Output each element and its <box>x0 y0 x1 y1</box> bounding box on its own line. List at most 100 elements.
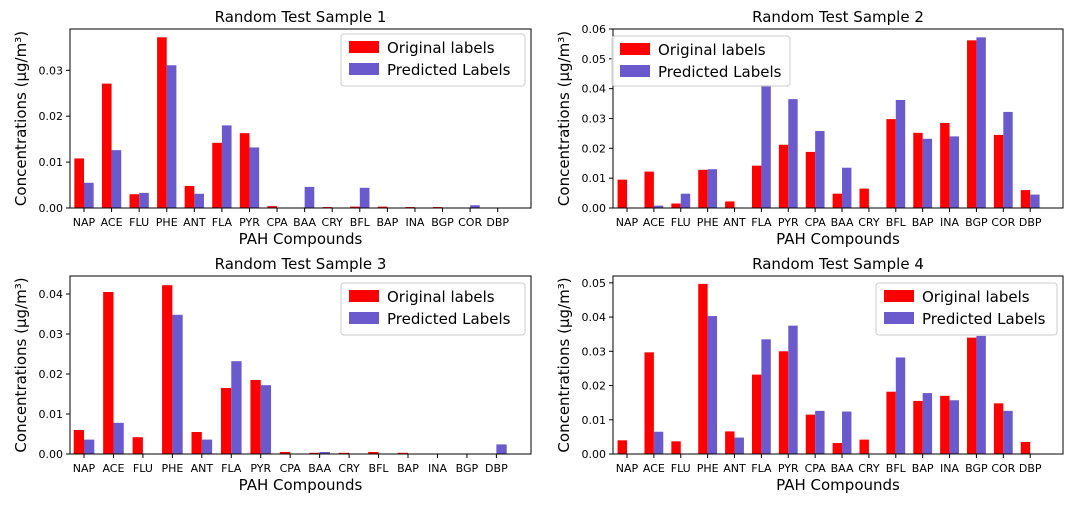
legend-swatch-predicted <box>349 312 379 324</box>
x-tick-label-dbp: DBP <box>1019 462 1042 475</box>
x-tick-label-flu: FLU <box>671 216 691 229</box>
legend-swatch-original <box>884 290 914 302</box>
bar-original-baa <box>832 443 843 454</box>
bar-predicted-ant <box>201 439 213 454</box>
plot-frame <box>612 275 1064 455</box>
x-tick-label-cry: CRY <box>322 216 344 229</box>
chart-title: Random Test Sample 3 <box>215 255 387 273</box>
plot-frame <box>69 275 532 455</box>
x-tick-label-baa: BAA <box>308 462 331 475</box>
x-tick-label-cry: CRY <box>858 462 880 475</box>
x-tick-label-phe: PHE <box>156 216 178 229</box>
x-tick-label-ace: ACE <box>643 216 665 229</box>
x-tick-label-cpa: CPA <box>805 462 827 475</box>
bar-predicted-nap <box>84 182 94 208</box>
bar-predicted-pyr <box>788 325 798 454</box>
bar-predicted-phe <box>707 169 718 208</box>
bar-predicted-phe <box>707 316 718 454</box>
bar-original-ina <box>940 122 950 208</box>
legend: Original labels Predicted Labels <box>875 282 1058 336</box>
y-tick-label: 0.03 <box>39 64 64 77</box>
y-tick-label: 0.03 <box>39 328 64 341</box>
bar-original-bgp <box>967 40 977 209</box>
bar-predicted-bgp <box>976 37 986 208</box>
y-tick-label: 0.01 <box>39 156 64 169</box>
y-tick-label: 0.04 <box>582 311 607 324</box>
legend-box <box>340 33 526 87</box>
bar-original-pyr <box>778 144 789 208</box>
legend-label-original: Original labels <box>658 41 766 59</box>
bar-original-pyr <box>778 351 789 454</box>
legend-swatch-original <box>349 41 379 53</box>
bar-original-cpa <box>279 452 291 454</box>
y-tick-label: 0.06 <box>582 23 607 36</box>
x-tick-label-bfl: BFL <box>886 216 907 229</box>
bar-original-bfl <box>350 206 360 208</box>
bar-original-phe <box>698 283 708 454</box>
bar-predicted-cor <box>1003 410 1013 454</box>
x-tick-label-cry: CRY <box>338 462 360 475</box>
x-tick-label-phe: PHE <box>697 462 719 475</box>
bar-original-dbp <box>1020 190 1031 208</box>
y-tick-label: 0.01 <box>582 414 607 427</box>
x-tick-label-bgp: BGP <box>456 462 479 475</box>
legend-swatch-original <box>620 43 650 55</box>
legend: Original labels Predicted Labels <box>611 35 791 87</box>
chart-title: Random Test Sample 1 <box>215 8 387 26</box>
x-tick-label-nap: NAP <box>73 216 96 229</box>
x-tick-label-flu: FLU <box>133 462 153 475</box>
bar-predicted-ace <box>653 431 664 454</box>
bar-original-cor <box>993 403 1004 454</box>
x-tick-label-pyr: PYR <box>239 216 260 229</box>
x-tick-label-phe: PHE <box>697 216 719 229</box>
x-tick-label-phe: PHE <box>161 462 183 475</box>
legend-label-predicted: Predicted Labels <box>387 310 511 328</box>
bar-original-phe <box>162 285 173 454</box>
chart-panel-2: 0.00 0.01 0.02 0.03 0.04 0.05 0.06 NAP ACE FLU PHE… <box>555 8 1064 248</box>
x-tick-label-baa: BAA <box>831 462 854 475</box>
x-tick-label-ace: ACE <box>101 216 123 229</box>
y-tick-label: 0.04 <box>582 83 607 96</box>
x-tick-label-fla: FLA <box>751 216 772 229</box>
x-tick-label-dbp: DBP <box>1019 216 1042 229</box>
bar-predicted-baa <box>319 452 330 454</box>
legend: Original labels Predicted Labels <box>340 282 526 336</box>
chart-panel-3: 0.00 0.01 0.02 0.03 0.04 NAP ACE FLU PHE ANT FLA PY… <box>12 255 532 494</box>
y-axis-label: Concentrations (μg/m³) <box>12 31 30 206</box>
bar-predicted-cpa <box>815 131 825 208</box>
chart-panel-4: 0.00 0.01 0.02 0.03 0.04 0.05 NAP ACE FLU PHE ANT F… <box>555 255 1064 494</box>
bar-predicted-flu <box>680 193 691 208</box>
bar-original-cry <box>859 439 869 454</box>
bar-original-baa <box>832 193 843 208</box>
bar-predicted-dbp <box>1030 194 1040 208</box>
bar-predicted-pyr <box>788 99 798 208</box>
x-tick-label-baa: BAA <box>831 216 854 229</box>
y-tick-label: 0.00 <box>39 448 64 461</box>
x-tick-label-cor: COR <box>458 216 482 229</box>
x-tick-label-flu: FLU <box>671 462 691 475</box>
bar-original-ant <box>191 432 202 454</box>
bar-original-cpa <box>267 206 278 208</box>
x-tick-label-bap: BAP <box>912 216 934 229</box>
legend-label-predicted: Predicted Labels <box>387 61 511 79</box>
legend-swatch-predicted <box>349 63 379 75</box>
y-tick-label: 0.05 <box>582 277 607 290</box>
bar-original-bgp <box>967 337 977 454</box>
y-tick-label: 0.05 <box>582 53 607 66</box>
y-tick-label: 0.03 <box>582 345 607 358</box>
legend: Original labels Predicted Labels <box>340 33 526 87</box>
x-tick-label-baa: BAA <box>293 216 316 229</box>
y-tick-label: 0.00 <box>582 202 607 215</box>
x-tick-label-bap: BAP <box>397 462 419 475</box>
x-tick-label-cpa: CPA <box>266 216 288 229</box>
bar-original-ace <box>101 83 112 208</box>
bar-predicted-phe <box>172 314 183 454</box>
bar-original-pyr <box>250 380 261 454</box>
bar-predicted-fla <box>761 85 771 208</box>
bar-original-bap <box>377 206 388 208</box>
bar-predicted-baa <box>842 411 852 454</box>
legend-label-original: Original labels <box>922 288 1030 306</box>
x-tick-label-bfl: BFL <box>369 462 390 475</box>
y-tick-label: 0.02 <box>39 368 64 381</box>
x-tick-label-nap: NAP <box>616 462 639 475</box>
